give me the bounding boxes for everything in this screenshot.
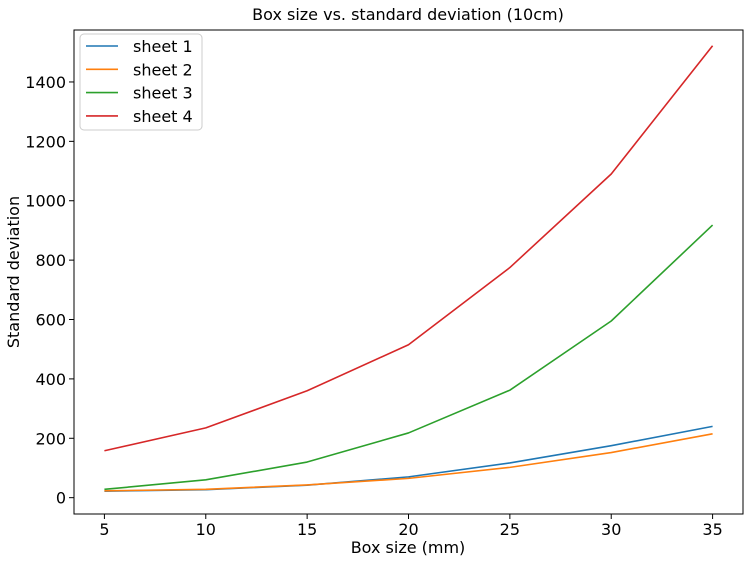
series-line-sheet-3: [104, 224, 714, 491]
x-axis: 5 10 15 20 25 30 35: [99, 514, 723, 539]
chart-title: Box size vs. standard deviation (10cm): [252, 5, 564, 24]
y-tick-label: 400: [35, 370, 66, 389]
y-tick-label: 1000: [25, 192, 66, 211]
y-tick-label: 200: [35, 429, 66, 448]
y-axis-label: Standard deviation: [4, 196, 23, 348]
x-tick-label: 20: [398, 520, 418, 539]
y-tick-label: 0: [56, 489, 66, 508]
legend: sheet 1 sheet 2 sheet 3 sheet 4: [79, 33, 203, 131]
legend-label: sheet 2: [133, 60, 193, 79]
y-tick-label: 600: [35, 311, 66, 330]
x-tick-label: 35: [702, 520, 722, 539]
x-tick-label: 10: [196, 520, 216, 539]
x-tick-label: 25: [500, 520, 520, 539]
x-tick-label: 15: [297, 520, 317, 539]
x-tick-label: 30: [601, 520, 621, 539]
legend-label: sheet 4: [133, 107, 193, 126]
series-line-sheet-4: [104, 45, 714, 452]
legend-label: sheet 3: [133, 84, 193, 103]
y-tick-label: 1400: [25, 73, 66, 92]
x-axis-label: Box size (mm): [351, 538, 466, 557]
series-lines: [104, 45, 714, 492]
legend-box: [79, 33, 203, 131]
x-tick-label: 5: [99, 520, 109, 539]
series-line-sheet-2: [104, 433, 713, 492]
legend-label: sheet 1: [133, 37, 193, 56]
y-tick-label: 800: [35, 251, 66, 270]
y-axis: 0 200 400 600 800 1000 1200 1400: [25, 73, 74, 508]
y-tick-label: 1200: [25, 132, 66, 151]
